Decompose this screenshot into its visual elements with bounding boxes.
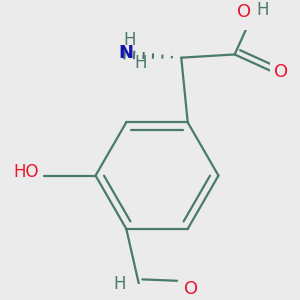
Text: H: H bbox=[114, 275, 126, 293]
Text: H: H bbox=[256, 1, 268, 19]
Text: O: O bbox=[237, 3, 251, 21]
Text: HO: HO bbox=[14, 164, 39, 181]
Text: O: O bbox=[274, 63, 289, 81]
Text: N: N bbox=[119, 44, 134, 62]
Text: H: H bbox=[123, 31, 136, 49]
Text: H: H bbox=[135, 53, 147, 71]
Text: O: O bbox=[184, 280, 198, 298]
